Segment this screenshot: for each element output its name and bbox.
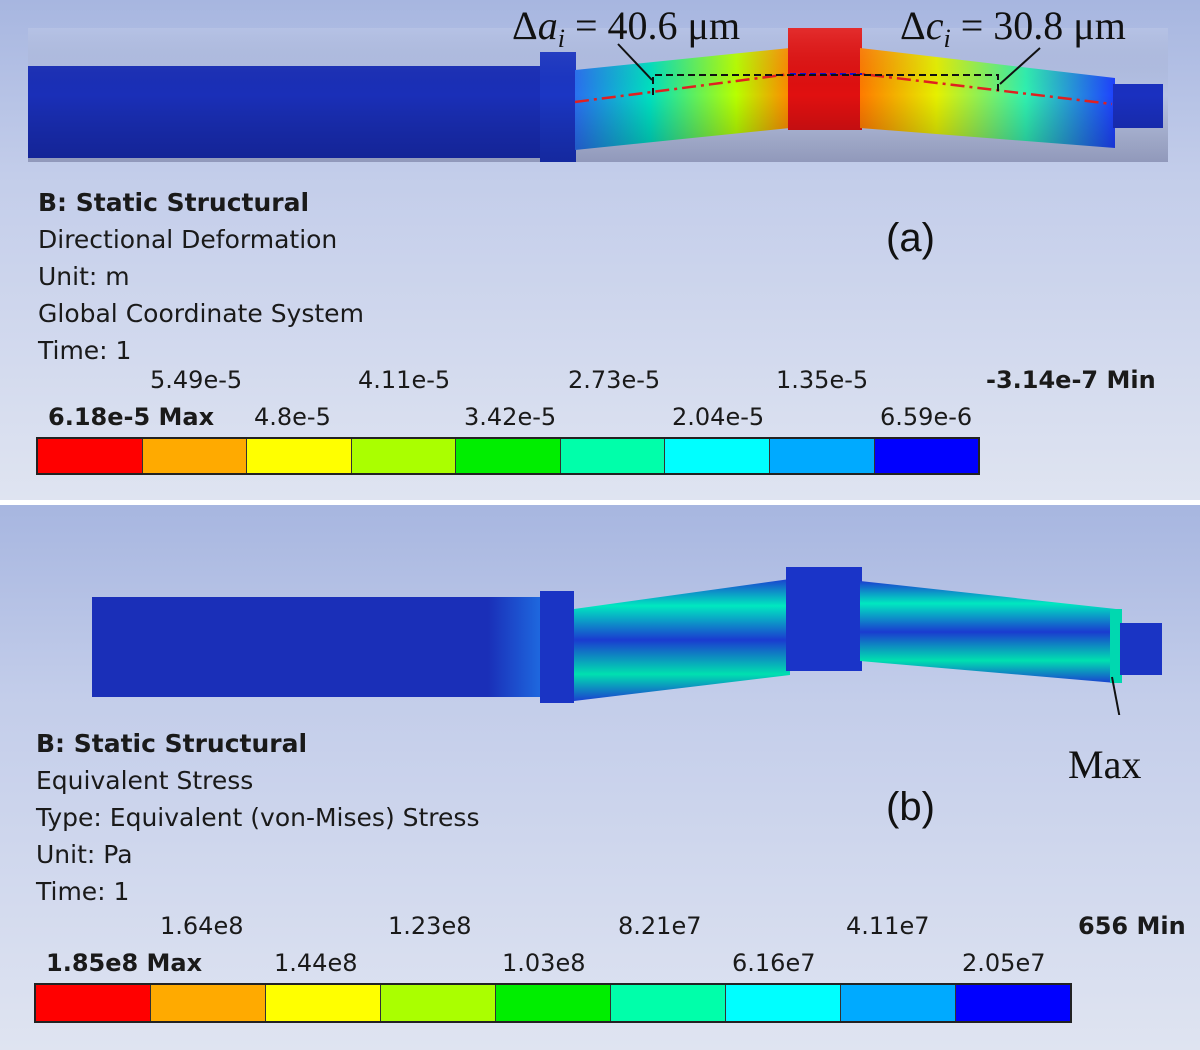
result-unit: Unit: Pa — [36, 840, 133, 869]
legend-label: 4.8e-5 — [254, 403, 331, 431]
legend-color-band — [142, 439, 248, 473]
shaft-stressed-left — [574, 579, 790, 701]
annotation-delta-a: Δai = 40.6 μm — [512, 3, 741, 53]
legend-color-band — [38, 439, 143, 473]
legend-color-band — [665, 439, 770, 473]
legend-color-band — [247, 439, 352, 473]
legend-color-band — [956, 985, 1070, 1021]
result-heading: B: Static Structural — [38, 188, 310, 217]
annotation-delta-c: Δci = 30.8 μm — [900, 3, 1126, 53]
color-legend-bar-a — [36, 437, 980, 475]
result-type: Directional Deformation — [38, 225, 338, 254]
legend-label: 2.73e-5 — [568, 366, 661, 394]
legend-label: 1.23e8 — [388, 912, 472, 940]
legend-label: 5.49e-5 — [150, 366, 243, 394]
result-unit: Unit: m — [38, 262, 130, 291]
result-info-a: B: Static Structural Directional Deforma… — [38, 184, 364, 369]
shaft-stressed-right — [860, 581, 1116, 683]
legend-label: 4.11e7 — [846, 912, 930, 940]
legend-label: 4.11e-5 — [358, 366, 451, 394]
max-stress-region — [1110, 609, 1122, 683]
leader-line-right — [999, 47, 1041, 85]
shaft-shading — [28, 28, 1168, 162]
max-leader-line — [1111, 676, 1121, 715]
legend-color-band — [381, 985, 496, 1021]
legend-color-band — [351, 439, 457, 473]
legend-label: 1.35e-5 — [776, 366, 869, 394]
result-heading: B: Static Structural — [36, 729, 308, 758]
result-coordinate-system: Global Coordinate System — [38, 299, 364, 328]
legend-label: 6.16e7 — [732, 949, 816, 977]
result-time: Time: 1 — [36, 877, 130, 906]
color-legend-bar-b — [34, 983, 1072, 1023]
legend-label: 8.21e7 — [618, 912, 702, 940]
result-stress-type: Type: Equivalent (von-Mises) Stress — [36, 803, 480, 832]
legend-color-band — [769, 439, 875, 473]
leader-line-left — [617, 43, 653, 81]
legend-label: 1.64e8 — [160, 912, 244, 940]
legend-label: 6.59e-6 — [880, 403, 973, 431]
result-info-b: B: Static Structural Equivalent Stress T… — [36, 725, 479, 910]
legend-color-band — [611, 985, 726, 1021]
legend-color-band — [496, 985, 611, 1021]
legend-color-band — [841, 985, 956, 1021]
max-label: Max — [1068, 742, 1142, 787]
measurement-bracket — [652, 74, 999, 95]
legend-label: 1.44e8 — [274, 949, 358, 977]
legend-max-label: 6.18e-5 Max — [48, 403, 215, 431]
legend-label: 3.42e-5 — [464, 403, 557, 431]
legend-color-band — [266, 985, 381, 1021]
shaft-hub — [786, 567, 862, 671]
panel-tag-b: (b) — [886, 785, 935, 829]
shaft-left-segment — [92, 597, 542, 697]
legend-color-band — [456, 439, 561, 473]
result-time: Time: 1 — [38, 336, 132, 365]
legend-color-band — [726, 985, 841, 1021]
legend-label: 1.03e8 — [502, 949, 586, 977]
shaft-collar — [540, 591, 574, 703]
legend-color-band — [36, 985, 151, 1021]
panel-equivalent-stress: Max B: Static Structural Equivalent Stre… — [0, 505, 1200, 1050]
shaft-deformation-model — [28, 28, 1168, 162]
panel-tag-a: (a) — [886, 216, 935, 260]
legend-max-label: 1.85e8 Max — [46, 949, 203, 977]
result-type: Equivalent Stress — [36, 766, 254, 795]
legend-color-band — [151, 985, 266, 1021]
legend-color-band — [874, 439, 979, 473]
panel-directional-deformation: Δai = 40.6 μm Δci = 30.8 μm B: Static St… — [0, 0, 1200, 500]
shaft-stress-model — [92, 567, 1162, 715]
legend-min-label: -3.14e-7 Min — [986, 366, 1156, 394]
legend-min-label: 656 Min — [1078, 912, 1186, 940]
legend-color-band — [560, 439, 666, 473]
legend-label: 2.04e-5 — [672, 403, 765, 431]
shaft-end — [1120, 623, 1162, 675]
legend-label: 2.05e7 — [962, 949, 1046, 977]
